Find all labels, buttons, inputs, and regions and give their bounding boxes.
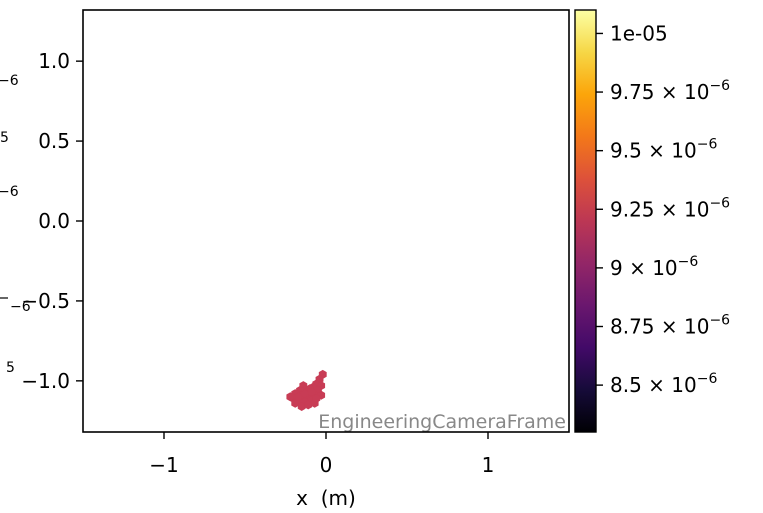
colorbar-tick-exponent: −6 <box>697 371 718 387</box>
x-axis-label: x (m) <box>296 486 356 510</box>
colorbar-tick-label: 8.75 × 10−6 <box>610 313 730 339</box>
colorbar-tick-mantissa: 8.5 <box>610 373 642 397</box>
scatter-point <box>286 392 295 402</box>
colorbar-tick-mantissa: 9.25 <box>610 197 655 221</box>
plot-area <box>83 10 569 432</box>
left-fragment-label: −6 <box>0 184 19 200</box>
left-fragment-label: 5 <box>6 360 15 376</box>
colorbar-tick-times: × 10 <box>623 256 678 280</box>
colorbar-tick-label: 9.5 × 10−6 <box>610 137 717 163</box>
colorbar-tick-label: 9.75 × 10−6 <box>610 78 730 104</box>
colorbar-tick-times: × 10 <box>642 139 697 163</box>
y-tick-label: −1.0 <box>21 369 70 393</box>
colorbar-ticks: 1e-059.75 × 10−69.5 × 10−69.25 × 10−69 ×… <box>596 21 730 397</box>
colorbar-tick-label: 9.25 × 10−6 <box>610 195 730 221</box>
colorbar-tick-exponent: −6 <box>697 137 718 153</box>
colorbar-frame <box>574 9 597 433</box>
colorbar-tick-times: × 10 <box>655 80 710 104</box>
x-tick-label: −1 <box>149 453 178 477</box>
colorbar-tick-exponent: −6 <box>709 78 730 94</box>
y-tick-label: 0.5 <box>38 129 70 153</box>
frame-annotation: EngineeringCameraFrame <box>318 411 566 433</box>
scatter-point <box>294 392 303 402</box>
scatter-point <box>307 387 316 397</box>
colorbar-tick-label: 1e-05 <box>610 21 668 45</box>
scatter-point <box>312 393 321 403</box>
colorbar-tick-times: × 10 <box>642 373 697 397</box>
colorbar-tick-times: × 10 <box>655 315 710 339</box>
left-panel-fragments: −6 5 −6 −6 5 <box>0 73 31 376</box>
colorbar-tick-mantissa: 9.75 <box>610 80 655 104</box>
colorbar-tick-exponent: −6 <box>709 313 730 329</box>
colorbar-tick-label: 9 × 10−6 <box>610 254 698 280</box>
colorbar-tick-exponent: −6 <box>678 254 699 270</box>
colorbar-tick-mantissa: 9 <box>610 256 623 280</box>
colorbar-tick-times: × 10 <box>655 197 710 221</box>
colorbar-tick-mantissa: 8.75 <box>610 315 655 339</box>
colorbar-tick-label: 8.5 × 10−6 <box>610 371 717 397</box>
colorbar-gradient <box>575 10 596 432</box>
x-tick-label: 1 <box>482 453 495 477</box>
x-tick-label: 0 <box>320 453 333 477</box>
x-axis: −1 0 1 <box>149 432 494 477</box>
y-tick-label: 0.0 <box>38 209 70 233</box>
left-fragment-label: 5 <box>0 130 9 146</box>
left-fragment-label: −6 <box>0 73 19 89</box>
colorbar-tick-mantissa: 9.5 <box>610 139 642 163</box>
left-fragment-label: −6 <box>10 299 31 315</box>
colorbar-tick-exponent: −6 <box>709 195 730 211</box>
y-axis: 1.0 0.5 0.0 −0.5 −1.0 <box>21 49 83 393</box>
scatter-points <box>286 369 327 411</box>
y-tick-label: 1.0 <box>38 49 70 73</box>
y-tick-label: −0.5 <box>21 289 70 313</box>
